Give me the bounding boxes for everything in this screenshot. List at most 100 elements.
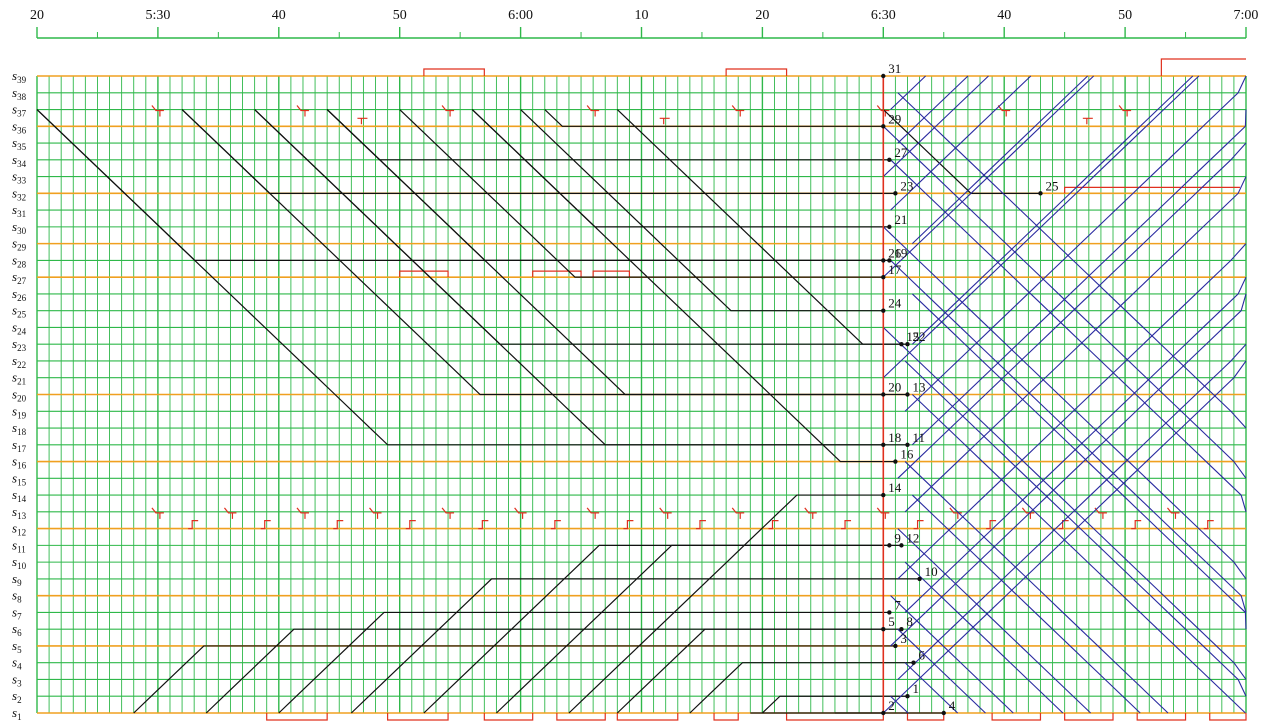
train-end-point	[887, 157, 892, 163]
turnback-hook	[768, 520, 779, 530]
train-end-point	[887, 543, 892, 548]
train-number: 16	[900, 447, 914, 462]
time-tick-label: 20	[30, 8, 44, 23]
turnback-hook	[623, 520, 634, 530]
train-end-point	[899, 342, 904, 347]
station-label-index: 18	[17, 427, 27, 437]
station-label: s20	[12, 387, 27, 404]
train-end-point	[881, 442, 886, 447]
station-label: s3	[12, 671, 22, 688]
station-label: s19	[12, 403, 27, 420]
train-number: 5	[888, 614, 895, 629]
depot-block	[1160, 58, 1246, 76]
turnback-hook	[223, 507, 237, 519]
outbound-train-path	[904, 461, 1169, 714]
station-label-index: 20	[17, 394, 27, 404]
train-end-point	[905, 694, 910, 699]
station-label-index: 30	[17, 226, 27, 236]
turnback-hook	[586, 507, 600, 519]
station-label-index: 25	[17, 310, 27, 320]
station-label-index: 6	[17, 628, 22, 638]
station-label-index: 39	[17, 75, 27, 85]
outbound-train-path	[882, 75, 989, 177]
depot-block	[713, 713, 739, 721]
train-end-point	[887, 610, 892, 615]
time-tick-label: 7:00	[1234, 8, 1259, 23]
station-label-index: 13	[17, 511, 27, 521]
time-tick-label: 6:00	[508, 8, 533, 23]
turnback-hook	[296, 507, 309, 519]
station-label-index: 21	[17, 377, 26, 387]
outbound-train-path	[882, 75, 1200, 379]
station-label-index: 35	[17, 142, 27, 152]
turnback-hook	[514, 507, 527, 519]
station-label-index: 36	[17, 125, 27, 135]
station-label-index: 16	[17, 461, 27, 471]
train-end-point	[881, 392, 886, 397]
station-label: s4	[12, 655, 22, 672]
turnback-hook	[1166, 507, 1180, 519]
train-path	[350, 578, 920, 714]
outbound-train-path	[882, 226, 1247, 580]
time-tick-label: 40	[997, 8, 1011, 23]
station-label: s25	[12, 303, 27, 320]
train-path	[133, 645, 896, 714]
time-tick-label: 20	[755, 8, 769, 23]
turnback-hook	[841, 520, 852, 530]
station-label-index: 22	[17, 360, 26, 370]
station-label: s37	[12, 102, 27, 119]
station-label: s7	[12, 604, 22, 621]
train-path	[181, 109, 884, 396]
outbound-train-path	[882, 125, 1247, 479]
station-label-index: 5	[17, 645, 22, 655]
turnback-hook	[151, 507, 164, 519]
station-label: s17	[12, 437, 27, 454]
station-label-index: 31	[17, 209, 26, 219]
depot-block	[556, 713, 606, 721]
outbound-train-path	[890, 75, 1032, 211]
train-end-point	[881, 73, 886, 79]
train-end-point	[881, 258, 886, 263]
train-path	[471, 109, 890, 228]
train-number: 4	[949, 698, 956, 713]
station-label: s14	[12, 487, 27, 504]
station-label: s15	[12, 470, 27, 487]
turnback-hook	[804, 507, 817, 519]
turnback-hook	[441, 105, 455, 117]
train-path	[399, 109, 884, 278]
train-end-point	[893, 643, 898, 649]
station-label-index: 8	[17, 595, 22, 605]
station-label: s34	[12, 152, 27, 169]
station-label: s36	[12, 118, 27, 135]
train-path	[616, 628, 902, 714]
train-number: 25	[1045, 178, 1058, 193]
station-label-index: 1	[17, 712, 22, 722]
turnback-hook	[731, 105, 745, 117]
train-path	[496, 544, 902, 714]
train-number: 17	[888, 262, 902, 277]
turnback-hook	[188, 520, 199, 530]
train-end-point	[905, 392, 910, 397]
station-label-index: 34	[17, 159, 27, 169]
turnback-hook	[659, 117, 670, 125]
station-label: s5	[12, 638, 22, 655]
turnback-hook	[151, 105, 164, 117]
turnback-hook	[333, 520, 344, 530]
outbound-train-path	[904, 75, 1247, 412]
depot-block	[1209, 713, 1247, 721]
turnback-hook	[913, 520, 924, 530]
train-paths	[36, 109, 1041, 714]
turnback-hook	[1203, 520, 1214, 530]
outbound-train-path	[897, 528, 1092, 714]
station-label: s38	[12, 85, 27, 102]
station-label: s12	[12, 521, 26, 538]
train-path	[520, 109, 884, 312]
train-path	[36, 109, 884, 446]
outbound-train-path	[890, 159, 1247, 512]
train-path	[254, 109, 908, 446]
station-label-index: 27	[17, 276, 27, 286]
train-path	[761, 695, 908, 714]
train-path	[36, 109, 890, 261]
outbound-train-path	[897, 75, 969, 144]
